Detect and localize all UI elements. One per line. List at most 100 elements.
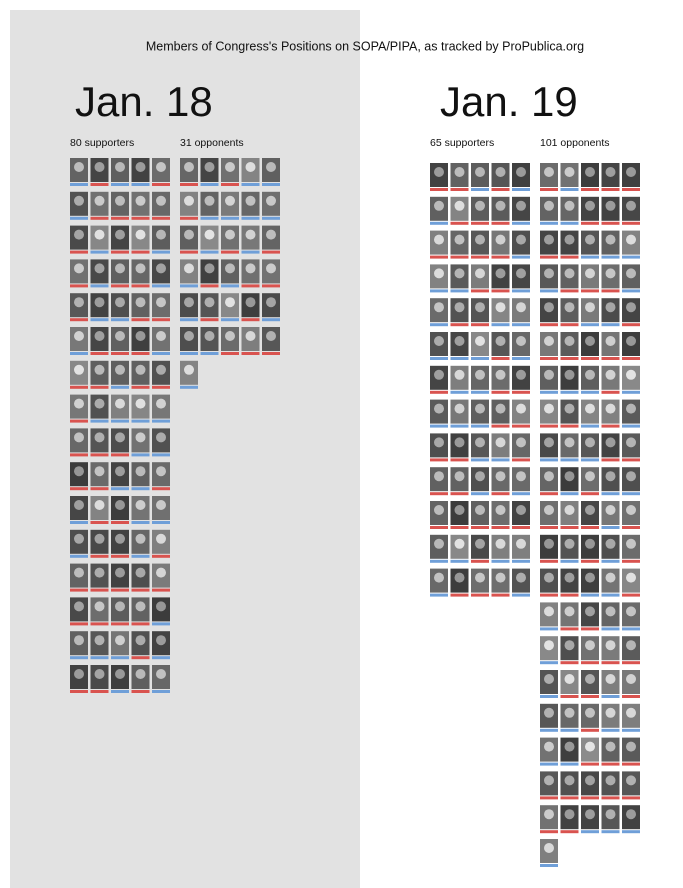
member-face [585, 404, 595, 414]
party-strip [602, 695, 620, 698]
member-face [475, 539, 485, 549]
member-face [565, 674, 575, 684]
party-strip [111, 352, 129, 355]
member-icon [111, 462, 129, 490]
member-icon [492, 467, 510, 495]
party-strip [622, 661, 640, 664]
member-icon [221, 158, 239, 186]
member-face [606, 201, 616, 211]
member-icon [471, 197, 489, 225]
party-strip [581, 222, 599, 225]
member-icon [262, 327, 280, 355]
member-icon [492, 264, 510, 292]
member-face [475, 268, 485, 278]
party-strip [602, 357, 620, 360]
member-face [565, 640, 575, 650]
party-strip [561, 289, 579, 292]
party-strip [561, 458, 579, 461]
member-icon [451, 467, 469, 495]
party-strip [540, 830, 558, 833]
party-strip [91, 521, 109, 524]
member-face [266, 230, 276, 240]
member-icon [512, 298, 530, 326]
party-strip [132, 622, 150, 625]
member-icon [132, 158, 150, 186]
member-face [95, 297, 105, 307]
member-icon [91, 462, 109, 490]
member-icon [492, 400, 510, 428]
member-face [74, 196, 84, 206]
member-icon [201, 293, 219, 321]
member-icon [152, 259, 170, 287]
party-strip [91, 183, 109, 186]
member-face [266, 162, 276, 172]
party-strip [70, 453, 88, 456]
party-strip [430, 391, 448, 394]
member-icon [540, 535, 558, 563]
member-icon [602, 163, 620, 191]
member-icon [512, 366, 530, 394]
party-strip [262, 251, 280, 254]
party-strip [430, 492, 448, 495]
party-strip [132, 555, 150, 558]
member-icon [132, 327, 150, 355]
party-strip [622, 458, 640, 461]
party-strip [70, 386, 88, 389]
member-face [184, 331, 194, 341]
member-face [565, 539, 575, 549]
party-strip [451, 458, 469, 461]
member-icon [430, 332, 448, 360]
member-face [136, 162, 146, 172]
member-face [74, 432, 84, 442]
party-strip [540, 526, 558, 529]
member-icon [221, 192, 239, 220]
member-icon [561, 264, 579, 292]
member-face [95, 534, 105, 544]
member-face [606, 640, 616, 650]
member-face [156, 365, 166, 375]
member-icon [622, 535, 640, 563]
member-face [115, 365, 125, 375]
member-icon [471, 231, 489, 259]
member-icon [581, 400, 599, 428]
member-icon [180, 259, 198, 287]
member-face [246, 196, 256, 206]
member-icon [132, 496, 150, 524]
member-icon [622, 197, 640, 225]
member-icon [581, 298, 599, 326]
member-face [565, 370, 575, 380]
member-face [455, 336, 465, 346]
member-icon [430, 264, 448, 292]
member-icon [111, 361, 129, 389]
member-face [606, 505, 616, 515]
member-icon [91, 327, 109, 355]
member-icon [91, 597, 109, 625]
member-face [95, 568, 105, 578]
party-strip [91, 656, 109, 659]
member-icon [111, 327, 129, 355]
member-face [156, 500, 166, 510]
member-icon [152, 631, 170, 659]
member-face [544, 573, 554, 583]
member-icon [152, 462, 170, 490]
member-face [95, 669, 105, 679]
member-icon [451, 197, 469, 225]
party-strip [70, 251, 88, 254]
member-icon [561, 569, 579, 597]
member-face [516, 201, 526, 211]
member-icon [91, 496, 109, 524]
member-icon [512, 400, 530, 428]
party-strip [512, 323, 530, 326]
member-face [606, 573, 616, 583]
member-face [585, 674, 595, 684]
party-strip [91, 386, 109, 389]
member-face [455, 404, 465, 414]
member-face [455, 370, 465, 380]
party-strip [91, 589, 109, 592]
member-face [434, 573, 444, 583]
member-face [136, 331, 146, 341]
party-strip [430, 425, 448, 428]
party-strip [70, 521, 88, 524]
member-face [516, 437, 526, 447]
party-strip [430, 323, 448, 326]
